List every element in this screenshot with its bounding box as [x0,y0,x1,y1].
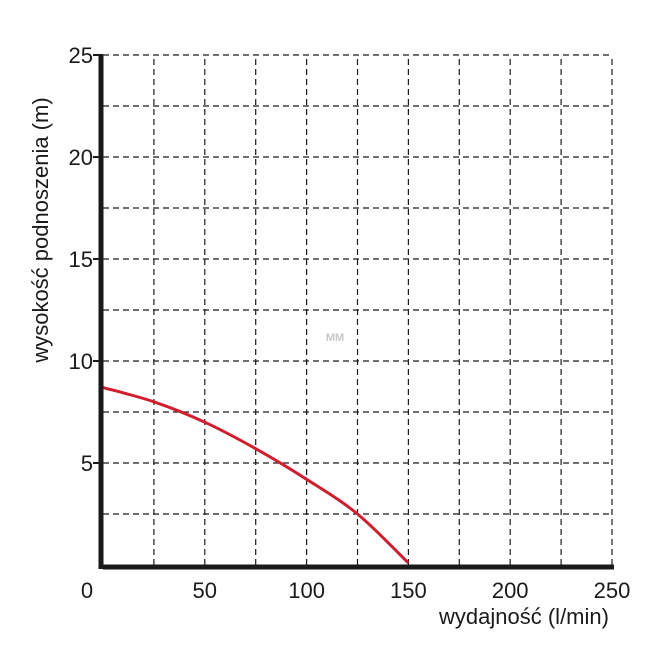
y-tick-label: 25 [69,43,93,68]
pump-performance-curve [102,386,410,565]
grid [103,54,613,565]
x-tick-label: 50 [193,578,217,603]
x-axis-title: wydajność (l/min) [438,604,609,629]
x-tick-label: 0 [81,578,93,603]
watermark: MM [326,332,344,344]
x-tick-label: 250 [594,578,631,603]
axes [93,54,614,570]
y-tick-label: 5 [81,451,93,476]
y-tick-label: 10 [69,349,93,374]
y-tick-label: 15 [69,247,93,272]
curve-layer [102,386,410,565]
y-tick-label: 20 [69,145,93,170]
x-tick-label: 100 [288,578,325,603]
x-tick-label: 150 [390,578,427,603]
tick-labels: 0 50 100 150 200 250 5 10 15 20 25 [69,43,631,603]
y-axis-title: wysokość podnoszenia (m) [28,97,53,363]
x-tick-label: 200 [492,578,529,603]
